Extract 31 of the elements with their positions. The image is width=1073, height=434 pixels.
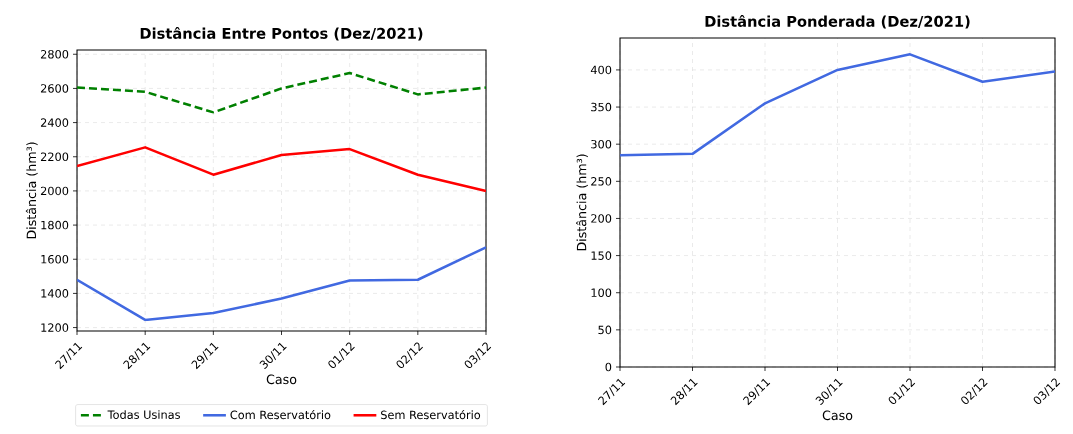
y-tick-label: 200 [591, 214, 612, 223]
line-series [77, 146, 487, 193]
y-tick-label: 300 [591, 139, 612, 149]
y-tick-label: 150 [591, 251, 612, 260]
y-tick-label: 2800 [40, 49, 69, 59]
chart-title: Distância Ponderada (Dez/2021) [705, 14, 970, 29]
y-tick-label: 100 [591, 288, 612, 298]
y-tick-label: 0 [605, 362, 612, 372]
y-tick-label: 50 [598, 325, 612, 335]
y-tick-label: 350 [591, 102, 612, 112]
x-axis-title: Caso [266, 374, 297, 385]
y-tick-label: 250 [591, 177, 612, 186]
legend-label: Sem Reservatório [381, 409, 481, 420]
y-tick-label: 2400 [40, 118, 69, 127]
line-series [620, 53, 1055, 157]
y-tick-label: 2600 [40, 84, 69, 93]
y-axis-title: Distância (hm³) [576, 154, 588, 251]
y-axis-title: Distância (hm³) [25, 142, 38, 239]
y-tick-label: 2000 [40, 186, 69, 196]
y-tick-label: 1800 [41, 220, 69, 230]
line-series [77, 246, 487, 322]
y-tick-label: 400 [590, 65, 612, 75]
legend-label: Todas Usinas [107, 410, 180, 419]
y-tick-label: 1400 [41, 289, 69, 298]
y-tick-label: 1200 [41, 323, 69, 332]
y-tick-label: 1600 [41, 254, 69, 264]
x-axis-title: Caso [822, 410, 853, 421]
line-series [77, 71, 487, 114]
y-tick-label: 2200 [40, 152, 69, 162]
legend-label: Com Reservatório [230, 409, 331, 420]
chart-title: Distância Entre Pontos (Dez/2021) [140, 26, 423, 41]
